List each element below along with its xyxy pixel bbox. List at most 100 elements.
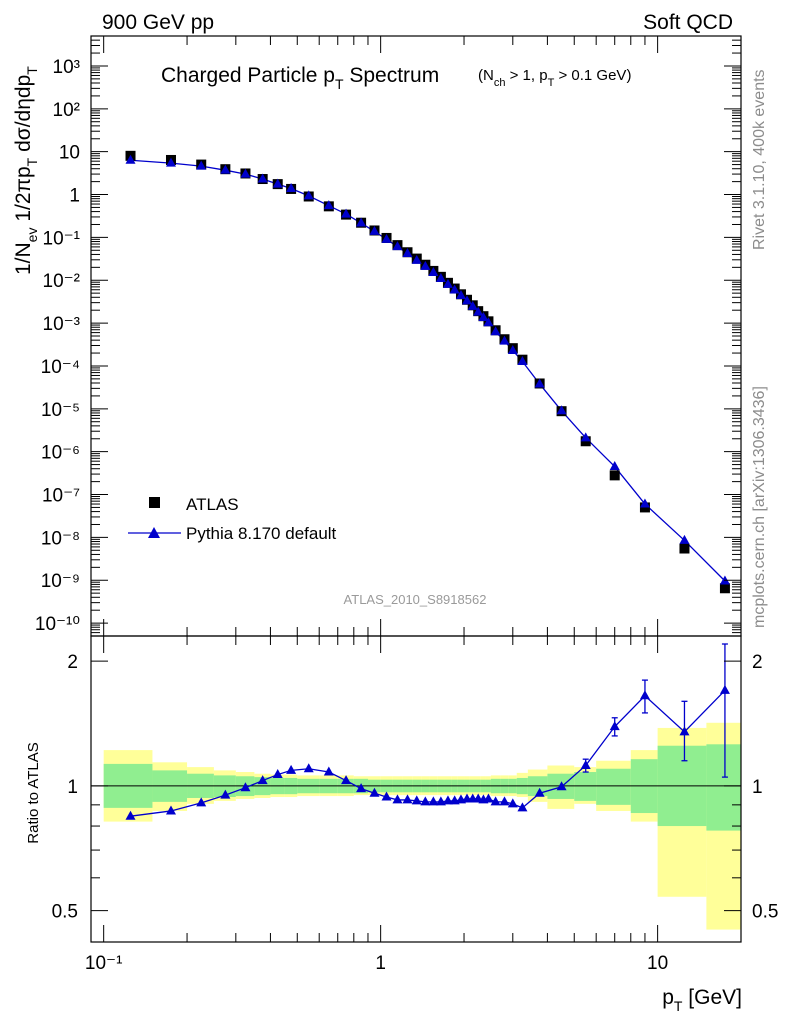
ratio-band-stat [574, 772, 597, 801]
pythia-point [639, 498, 650, 508]
ratio-point [272, 769, 283, 779]
ratio-point [165, 805, 176, 815]
ratio-point [411, 795, 422, 805]
ratio-point [125, 810, 136, 820]
ratio-point [240, 782, 251, 792]
ratio-data-layer [125, 643, 730, 820]
ratio-band-stat [596, 768, 631, 805]
header-energy: 900 GeV pp [102, 11, 214, 34]
ratio-point [719, 684, 730, 694]
pythia-point [461, 295, 472, 305]
atlas-point [679, 543, 690, 554]
ratio-point [499, 796, 510, 806]
pythia-point [286, 183, 297, 193]
pythia-point [517, 356, 528, 366]
main-ticks [90, 35, 742, 636]
ratio-y-label: Ratio to ATLAS [25, 742, 42, 843]
ratio-band-stat [706, 744, 741, 831]
ratio-point [580, 759, 591, 769]
x-tick-label: 1 [375, 953, 386, 974]
pythia-point [455, 290, 466, 300]
pythia-point [165, 157, 176, 167]
legend-pythia-marker [148, 527, 160, 538]
main-y-tick-label: 10⁻² [43, 271, 81, 292]
pythia-point [435, 272, 446, 282]
pythia-point [499, 335, 510, 345]
main-y-tick-label: 10⁻⁶ [41, 443, 80, 464]
main-y-tick-label: 10⁻⁷ [42, 486, 80, 507]
main-y-tick-label: 10⁻³ [43, 314, 81, 335]
ratio-point [420, 796, 431, 806]
plot-subtitle: (Nch > 1, pT > 0.1 GeV) [478, 67, 631, 89]
pythia-line [130, 159, 726, 582]
ratio-bands [103, 722, 741, 930]
pythia-point [478, 312, 489, 322]
main-y-tick-label: 10⁻¹ [43, 228, 81, 249]
ratio-y-tick-labels: 2 2 1 1 0.5 0.5 [52, 652, 779, 922]
ratio-point [679, 726, 690, 736]
legend-pythia-label: Pythia 8.170 default [186, 524, 337, 543]
pythia-point [420, 260, 431, 270]
pythia-point [125, 154, 136, 164]
main-y-tick-label: 10⁻⁹ [41, 571, 80, 592]
ratio-point [369, 787, 380, 797]
pythia-point [449, 284, 460, 294]
pythia-point [490, 326, 501, 336]
ratio-point [428, 796, 439, 806]
ratio-point [507, 798, 518, 808]
pythia-point [442, 278, 453, 288]
y-axis-label: 1/Nev 1/2πpT dσ/dηdpT [12, 66, 40, 275]
ratio-y-tick-label-right: 0.5 [752, 902, 778, 923]
pythia-point [369, 225, 380, 235]
ratio-point [341, 775, 352, 785]
pythia-point [483, 317, 494, 327]
ratio-point [435, 796, 446, 806]
ratio-point [402, 794, 413, 804]
ratio-y-tick-label-right: 2 [752, 652, 763, 673]
ratio-point [490, 796, 501, 806]
main-y-tick-label: 1 [69, 186, 80, 207]
ratio-point [517, 802, 528, 812]
rivet-label: Rivet 3.1.10, 400k events [751, 69, 768, 250]
pythia-point [392, 241, 403, 251]
pythia-point [609, 461, 620, 471]
pythia-point [467, 300, 478, 310]
ratio-point [303, 763, 314, 773]
ratio-y-tick-label: 1 [67, 777, 78, 798]
x-axis-label: pT [GeV] [662, 986, 742, 1014]
pythia-point [473, 306, 484, 316]
pythia-point [381, 233, 392, 243]
main-data-layer [125, 150, 730, 594]
ratio-y-tick-label: 0.5 [52, 902, 78, 923]
pythia-point [341, 208, 352, 218]
pythia-point [240, 168, 251, 178]
main-panel: 10³ 10² 10 1 10⁻¹ 10⁻² 10⁻³ 10⁻⁴ 10⁻⁵ 10⁻⁶ 10⁻⁷ 10⁻… [12, 35, 742, 637]
ratio-point [381, 791, 392, 801]
pythia-point [196, 160, 207, 170]
pythia-point [580, 432, 591, 442]
pythia-point [303, 190, 314, 200]
ratio-frame [90, 635, 742, 943]
pythia-point [534, 378, 545, 388]
main-frame [90, 35, 742, 637]
pythia-point [411, 254, 422, 264]
pythia-point [556, 405, 567, 415]
analysis-id: ATLAS_2010_S8918562 [344, 592, 487, 607]
ratio-point [639, 690, 650, 700]
x-tick-labels: 10⁻¹ 1 10 [85, 953, 668, 974]
main-y-tick-label: 10⁻⁸ [41, 528, 80, 549]
pythia-point [356, 217, 367, 227]
plot-title: Charged Particle pT Spectrum [161, 64, 439, 92]
pythia-point [220, 164, 231, 174]
ratio-point [323, 766, 334, 776]
ratio-point [356, 783, 367, 793]
pythia-point [428, 266, 439, 276]
mcplots-label: mcplots.cern.ch [arXiv:1306.3436] [751, 386, 768, 628]
legend: ATLAS Pythia 8.170 default [128, 495, 337, 543]
x-tick-label: 10⁻¹ [85, 953, 123, 974]
x-tick-label: 10 [647, 953, 668, 974]
ratio-point [556, 781, 567, 791]
ratio-point [257, 775, 268, 785]
ratio-point [196, 797, 207, 807]
